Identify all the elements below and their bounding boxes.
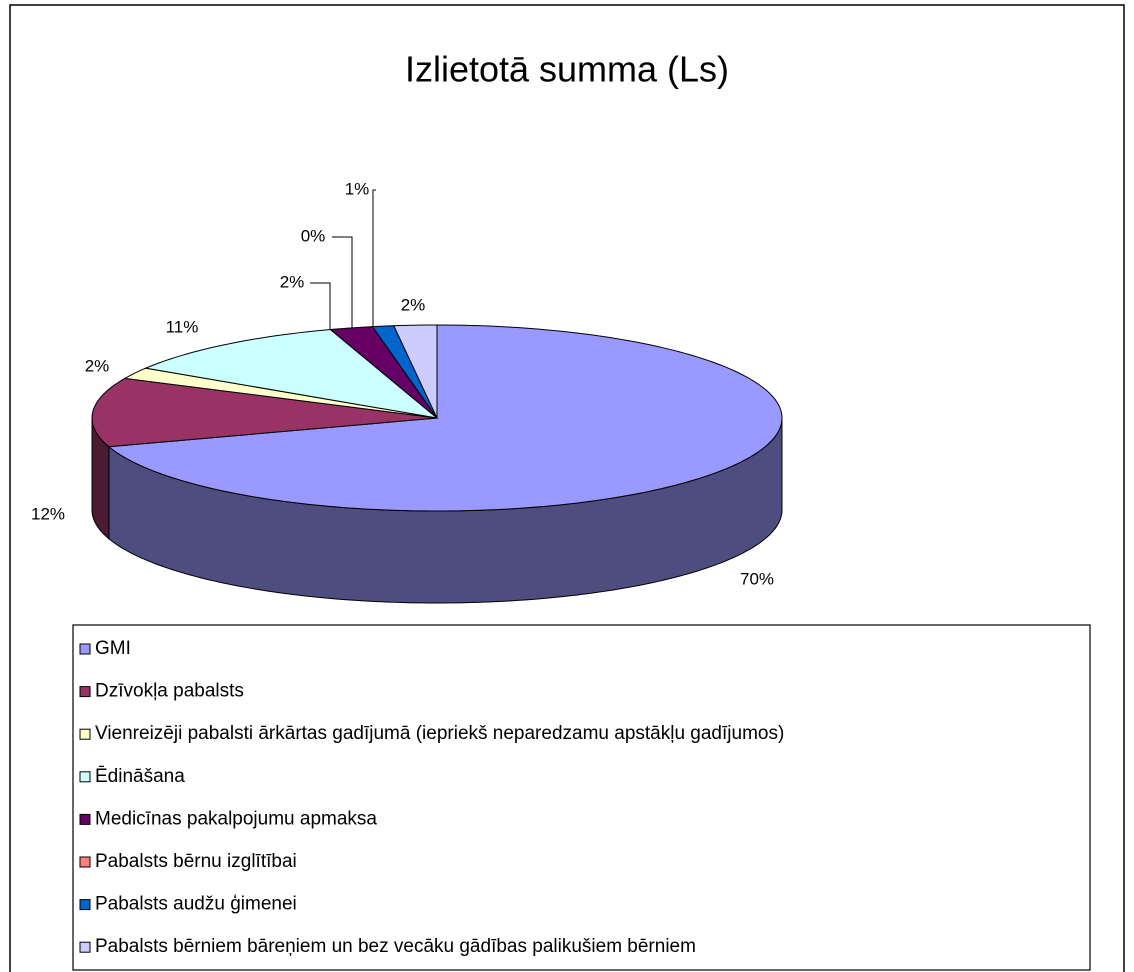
legend-label: Pabalsts bērnu izglītībai (95, 851, 297, 872)
legend-box (72, 624, 1091, 971)
legend-swatch (79, 856, 91, 868)
leader-line (372, 189, 376, 327)
legend-label: GMI (95, 638, 131, 659)
legend-label: Ēdināšana (95, 766, 185, 787)
pie-slice (392, 324, 438, 419)
legend-swatch (79, 643, 91, 655)
legend-label: Vienreizēji pabalsti ārkārtas gadījumā (… (95, 723, 784, 744)
leader-line (310, 282, 331, 330)
data-label: 2% (401, 295, 426, 314)
data-label: 1% (345, 179, 370, 198)
pie-slice (107, 324, 783, 512)
data-label: 2% (85, 356, 110, 375)
pie-slice (123, 367, 438, 419)
legend-label: Pabalsts bērniem bāreņiem un bez vecāku … (95, 936, 696, 957)
legend-swatch (79, 941, 91, 953)
pie-slice (91, 377, 438, 448)
legend-swatch (79, 899, 91, 911)
legend-label: Medicīnas pakalpojumu apmaksa (95, 808, 377, 829)
pie-slice (143, 329, 439, 419)
data-label: 11% (166, 317, 199, 336)
data-label: 2% (280, 272, 305, 291)
legend-swatch (79, 813, 91, 825)
data-label: 12% (31, 504, 65, 523)
legend-label: Pabalsts audžu ģimenei (95, 894, 297, 915)
legend-swatch (79, 771, 91, 783)
data-label: 0% (301, 226, 326, 245)
data-label: 70% (740, 569, 774, 588)
legend-swatch (79, 686, 91, 698)
leader-line (332, 236, 353, 328)
pie-slice (329, 326, 438, 419)
chart-title: Izlietotā summa (Ls) (405, 49, 729, 90)
legend-label: Dzīvokļa pabalsts (95, 681, 244, 702)
legend-swatch (79, 728, 91, 740)
